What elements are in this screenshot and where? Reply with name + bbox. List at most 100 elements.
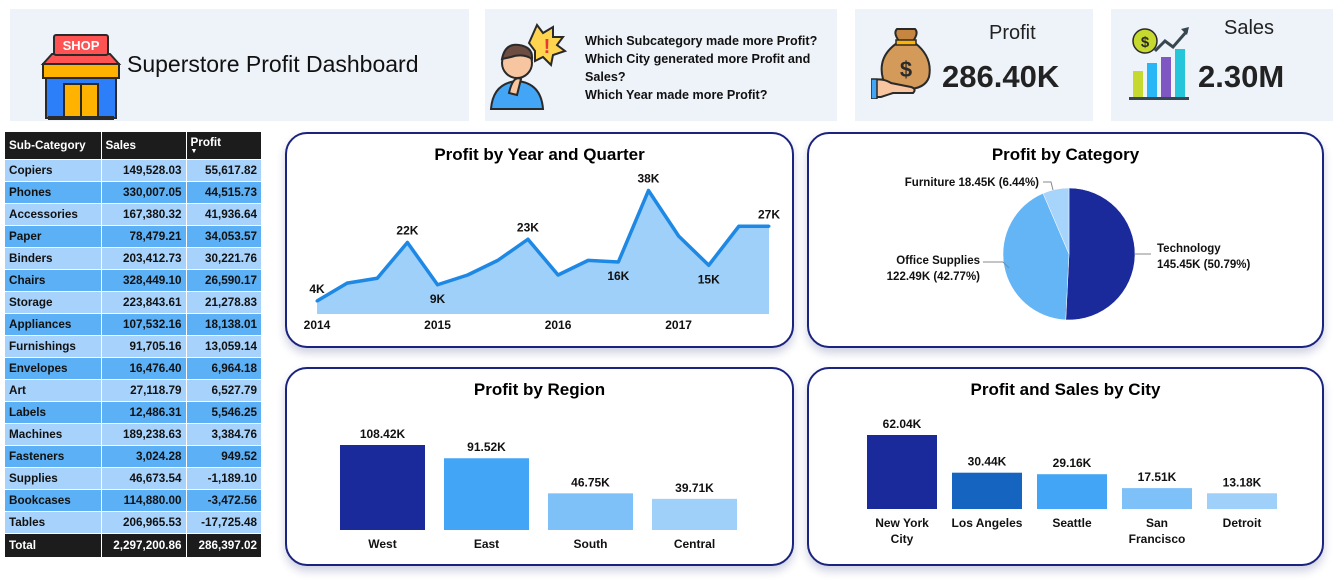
profit-cell: 949.52 xyxy=(186,445,262,468)
sales-cell: 203,412.73 xyxy=(101,247,187,270)
table-row: Art 27,118.79 6,527.79 xyxy=(5,379,262,402)
table-row: Fasteners 3,024.28 949.52 xyxy=(5,445,262,468)
chart-title: Profit by Category xyxy=(991,145,1140,164)
table-row: Machines 189,238.63 3,384.76 xyxy=(5,423,262,446)
table-total-row: Total 2,297,200.86 286,397.02 xyxy=(5,533,262,558)
chart-title: Profit by Year and Quarter xyxy=(434,145,645,164)
sales-cell: 167,380.32 xyxy=(101,203,187,226)
subcategory-cell: Copiers xyxy=(5,159,102,182)
shop-icon: SHOP xyxy=(40,34,122,120)
pie-label-name: Office Supplies xyxy=(896,255,980,267)
data-point xyxy=(315,299,319,303)
column-header-profit[interactable]: Profit ▼ xyxy=(186,132,262,160)
bar xyxy=(548,493,633,530)
pie-slice-office-supplies xyxy=(1002,193,1070,321)
bar-value-label: 39.71K xyxy=(675,481,714,495)
subcategory-cell: Labels xyxy=(5,401,102,424)
pie-label-value: 122.49K (42.77%) xyxy=(887,271,981,283)
money-bag-icon: $ xyxy=(871,28,931,99)
pie-slice-technology xyxy=(1065,187,1136,321)
profit-cell: 18,138.01 xyxy=(186,313,262,336)
bar xyxy=(867,435,937,509)
sales-cell: 46,673.54 xyxy=(101,467,187,490)
data-point xyxy=(526,237,530,241)
question-item: Which City generated more Profit and Sal… xyxy=(585,52,811,84)
data-label: 16K xyxy=(607,269,629,283)
table-row: Binders 203,412.73 30,221.76 xyxy=(5,247,262,270)
data-label: 4K xyxy=(309,282,325,296)
sales-cell: 189,238.63 xyxy=(101,423,187,446)
column-header-subcategory[interactable]: Sub-Category xyxy=(5,132,102,160)
profit-kpi-card: $ Profit 286.40K xyxy=(855,9,1093,121)
total-profit: 286,397.02 xyxy=(186,533,262,558)
data-point xyxy=(496,258,500,262)
profit-cell: -3,472.56 xyxy=(186,489,262,512)
table-row: Supplies 46,673.54 -1,189.10 xyxy=(5,467,262,490)
subcategory-cell: Binders xyxy=(5,247,102,270)
sales-cell: 114,880.00 xyxy=(101,489,187,512)
data-point xyxy=(556,273,560,277)
leader-line xyxy=(1043,181,1054,191)
pie-label-name: Technology xyxy=(1157,243,1221,255)
subcategory-cell: Chairs xyxy=(5,269,102,292)
svg-text:!: ! xyxy=(544,36,551,58)
sales-cell: 91,705.16 xyxy=(101,335,187,358)
subcategory-cell: Furnishings xyxy=(5,335,102,358)
data-point xyxy=(345,281,349,285)
x-tick-label: 2014 xyxy=(304,318,331,332)
leader-line xyxy=(983,261,1010,269)
data-point xyxy=(466,273,470,277)
table-row: Appliances 107,532.16 18,138.01 xyxy=(5,313,262,336)
subcategory-cell: Accessories xyxy=(5,203,102,226)
profit-kpi-label: Profit xyxy=(989,22,1036,44)
data-point xyxy=(586,258,590,262)
sales-cell: 206,965.53 xyxy=(101,511,187,534)
subcategory-cell: Tables xyxy=(5,511,102,534)
data-point xyxy=(616,260,620,264)
subcategory-cell: Appliances xyxy=(5,313,102,336)
subcategory-cell: Bookcases xyxy=(5,489,102,512)
chart-title: Profit by Region xyxy=(473,380,606,399)
svg-text:$: $ xyxy=(900,57,912,82)
pie-label-value: 18.45K (6.44%) xyxy=(958,177,1039,189)
data-point xyxy=(405,241,409,244)
profit-cell: 26,590.17 xyxy=(186,269,262,292)
profit-cell: 34,053.57 xyxy=(186,225,262,248)
bar xyxy=(652,498,737,530)
data-label: 15K xyxy=(698,272,720,286)
growth-chart-icon: $ xyxy=(1129,27,1189,100)
sales-cell: 12,486.31 xyxy=(101,401,187,424)
title-card: SHOP Superstore Profit Dashboard xyxy=(10,9,469,121)
x-tick-label: 2016 xyxy=(545,318,572,332)
data-label: 38K xyxy=(637,172,659,186)
category-label: Los Angeles xyxy=(952,516,1023,530)
data-point xyxy=(767,224,771,228)
table-row: Labels 12,486.31 5,546.25 xyxy=(5,401,262,424)
bar xyxy=(952,472,1022,509)
data-label: 9K xyxy=(430,292,446,306)
category-label: West xyxy=(368,537,396,551)
total-sales: 2,297,200.86 xyxy=(101,533,187,558)
sales-cell: 330,007.05 xyxy=(101,181,187,204)
data-label: 22K xyxy=(396,224,418,238)
dashboard-title: Superstore Profit Dashboard xyxy=(127,51,419,77)
profit-cell: 3,384.76 xyxy=(186,423,262,446)
bar-value-label: 29.16K xyxy=(1053,456,1092,470)
profit-by-region-chart: 108.42K West 91.52K East 46.75K South 39.71K Ce… xyxy=(340,427,737,551)
data-point xyxy=(436,283,440,287)
table-row: Paper 78,479.21 34,053.57 xyxy=(5,225,262,248)
data-point xyxy=(646,189,650,192)
profit-cell: -1,189.10 xyxy=(186,467,262,490)
subcategory-cell: Envelopes xyxy=(5,357,102,380)
question-item: Which Subcategory made more Profit? xyxy=(585,34,818,48)
sales-cell: 16,476.40 xyxy=(101,357,187,380)
table-row: Storage 223,843.61 21,278.83 xyxy=(5,291,262,314)
total-label: Total xyxy=(5,533,102,558)
sales-kpi-card: $ Sales 2.30M xyxy=(1111,9,1333,121)
sales-cell: 27,118.79 xyxy=(101,379,187,402)
profit-cell: 13,059.14 xyxy=(186,335,262,358)
column-header-sales[interactable]: Sales xyxy=(101,132,187,160)
table-row: Accessories 167,380.32 41,936.64 xyxy=(5,203,262,226)
bar xyxy=(340,445,425,530)
bar-value-label: 46.75K xyxy=(571,475,610,489)
